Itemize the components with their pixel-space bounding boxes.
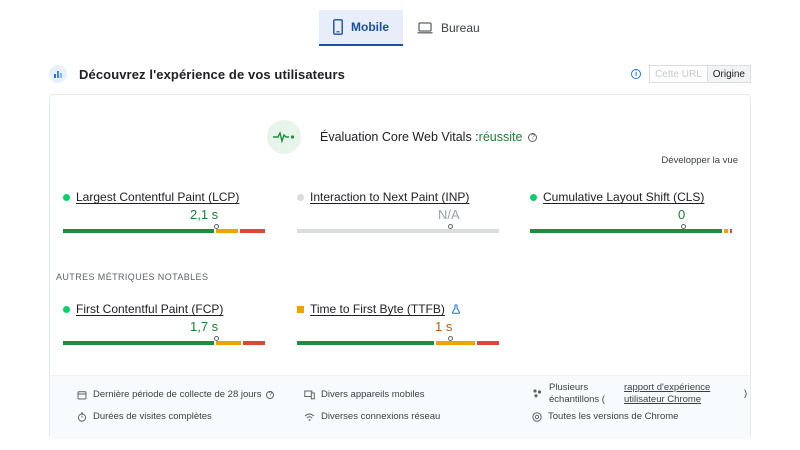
cwv-assessment: Évaluation Core Web Vitals : réussite ?	[267, 120, 538, 154]
metric-name[interactable]: Interaction to Next Paint (INP)	[310, 190, 470, 204]
metric-ttfb: Time to First Byte (TTFB) 1 s	[297, 302, 512, 345]
good-segment	[63, 229, 214, 233]
poor-segment	[240, 229, 265, 233]
info-icon[interactable]: i	[631, 69, 642, 79]
devices-icon	[304, 390, 315, 399]
mobile-phone-icon	[333, 19, 343, 35]
average-segment	[216, 341, 241, 345]
devices-text: Divers appareils mobiles	[321, 389, 425, 400]
metric-fcp: First Contentful Paint (FCP) 1,7 s	[63, 302, 278, 345]
tab-mobile[interactable]: Mobile	[319, 10, 403, 46]
metric-name[interactable]: Time to First Byte (TTFB)	[310, 302, 445, 316]
good-segment	[530, 229, 722, 233]
samples-text-2: échantillons (	[549, 394, 605, 405]
sample-source: Plusieurs échantillons ( rapport d'expér…	[532, 382, 747, 406]
metric-value: N/A	[438, 207, 460, 222]
flask-icon	[451, 304, 460, 314]
report-link-line1[interactable]: rapport d'expérience	[624, 382, 711, 393]
visits-text: Durées de visites complètes	[93, 411, 212, 422]
calendar-icon	[77, 390, 87, 399]
p75-marker	[680, 224, 686, 229]
network-text: Diverses connexions réseau	[321, 411, 441, 422]
origin-toggle[interactable]: Origine	[706, 66, 750, 82]
poor-segment	[242, 341, 265, 345]
versions-text: Toutes les versions de Chrome	[548, 411, 679, 422]
distribution-bar	[297, 229, 501, 233]
period-text: Dernière période de collecte de 28 jours	[93, 389, 262, 400]
status-dot	[297, 193, 304, 201]
network-types: Diverses connexions réseau	[304, 411, 440, 422]
cwv-result: réussite	[478, 130, 523, 144]
metric-cls: Cumulative Layout Shift (CLS) 0	[530, 190, 745, 233]
expand-view-link[interactable]: Développer la vue	[661, 155, 738, 166]
help-icon[interactable]: ?	[528, 132, 538, 142]
tab-desktop[interactable]: Bureau	[403, 10, 494, 46]
scope-toggle: Cette URL Origine	[649, 65, 751, 83]
metric-name[interactable]: First Contentful Paint (FCP)	[76, 302, 224, 316]
average-segment	[723, 229, 728, 233]
tab-mobile-label: Mobile	[351, 20, 389, 34]
collection-period: Dernière période de collecte de 28 jours…	[77, 389, 275, 400]
samples-text: Plusieurs	[549, 382, 589, 393]
good-segment	[63, 341, 214, 345]
status-dot	[63, 193, 70, 201]
distribution-bar	[297, 341, 501, 345]
p75-marker	[447, 224, 453, 229]
help-icon[interactable]: ?	[266, 390, 275, 399]
tab-desktop-label: Bureau	[441, 21, 480, 35]
status-dot	[530, 193, 537, 201]
metric-value: 1 s	[435, 319, 453, 334]
cwv-label: Évaluation Core Web Vitals :	[320, 130, 479, 144]
wifi-icon	[304, 413, 315, 421]
device-tabs: Mobile Bureau	[319, 10, 494, 46]
poor-segment	[729, 229, 732, 233]
metric-lcp: Largest Contentful Paint (LCP) 2,1 s	[63, 190, 278, 233]
people-icon	[533, 389, 542, 398]
metric-name[interactable]: Cumulative Layout Shift (CLS)	[543, 190, 705, 204]
report-link-line2[interactable]: utilisateur Chrome	[624, 394, 702, 405]
metric-value: 1,7 s	[190, 319, 219, 334]
section-title: Découvrez l'expérience de vos utilisateu…	[79, 66, 345, 82]
distribution-bar	[63, 341, 267, 345]
metric-inp: Interaction to Next Paint (INP) N/A	[297, 190, 512, 233]
other-metrics-label: AUTRES MÉTRIQUES NOTABLES	[56, 272, 209, 282]
average-segment	[216, 229, 239, 233]
data-source-footer: Dernière période de collecte de 28 jours…	[50, 375, 750, 439]
visit-durations: Durées de visites complètes	[77, 411, 212, 422]
closing-paren: )	[744, 388, 748, 399]
metric-name[interactable]: Largest Contentful Paint (LCP)	[76, 190, 240, 204]
laptop-icon	[417, 22, 433, 34]
status-square	[297, 305, 304, 313]
status-dot	[63, 305, 70, 313]
distribution-bar	[63, 229, 267, 233]
p75-marker	[213, 336, 219, 341]
p75-marker	[213, 224, 219, 229]
good-segment	[297, 341, 434, 345]
device-types: Divers appareils mobiles	[304, 389, 424, 400]
metric-value: 2,1 s	[190, 207, 219, 222]
p75-marker	[447, 336, 453, 341]
distribution-bar	[530, 229, 734, 233]
poor-segment	[476, 341, 499, 345]
timer-icon	[77, 412, 87, 422]
metric-value: 0	[678, 207, 686, 222]
section-header: Découvrez l'expérience de vos utilisateu…	[49, 62, 751, 86]
chrome-icon	[532, 411, 542, 422]
pulse-icon	[267, 120, 301, 154]
field-data-card: Évaluation Core Web Vitals : réussite ? …	[49, 94, 751, 439]
good-segment	[297, 229, 499, 233]
chrome-versions: Toutes les versions de Chrome	[532, 411, 678, 422]
average-segment	[435, 341, 475, 345]
users-chart-icon	[49, 65, 67, 83]
crux-report-link[interactable]: rapport d'expérience utilisateur Chrome	[624, 382, 744, 406]
this-url-toggle[interactable]: Cette URL	[655, 68, 702, 80]
